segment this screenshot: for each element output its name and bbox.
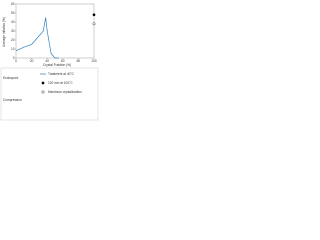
y-tick-label: 60	[11, 2, 15, 6]
y-tick-label: 20	[11, 38, 15, 42]
data-point	[92, 13, 96, 17]
x-tick-label: 100	[91, 59, 97, 63]
legend-label: Maximum crystallization	[48, 90, 82, 94]
legend-label: 120 min at 100°C	[48, 81, 73, 85]
y-tick-label: 30	[11, 29, 15, 33]
legend-swatch	[41, 81, 45, 85]
data-line	[15, 17, 59, 59]
plot-frame	[15, 3, 95, 59]
legend-swatch	[41, 90, 45, 94]
y-tick-label: 10	[11, 47, 15, 51]
x-tick-label: 0	[15, 59, 17, 63]
legend-label: Treatment at 40°C	[48, 72, 75, 76]
y-tick-label: 0	[13, 56, 15, 60]
legend-group-label: Endospore	[3, 76, 19, 80]
x-tick-label: 40	[45, 59, 49, 63]
x-tick-label: 80	[77, 59, 81, 63]
legend-group-label: Compression	[3, 98, 22, 102]
data-point	[92, 22, 96, 26]
x-tick-label: 20	[30, 59, 34, 63]
y-tick-label: 50	[11, 11, 15, 15]
x-axis-label: Crystal Fraction (%)	[43, 63, 71, 67]
chart: Average Inflation (%) Crystal Fraction (…	[0, 2, 99, 121]
legend-box	[0, 67, 99, 121]
y-tick-label: 40	[11, 20, 15, 24]
y-axis-label: Average Inflation (%)	[2, 17, 6, 47]
x-tick-label: 60	[61, 59, 65, 63]
